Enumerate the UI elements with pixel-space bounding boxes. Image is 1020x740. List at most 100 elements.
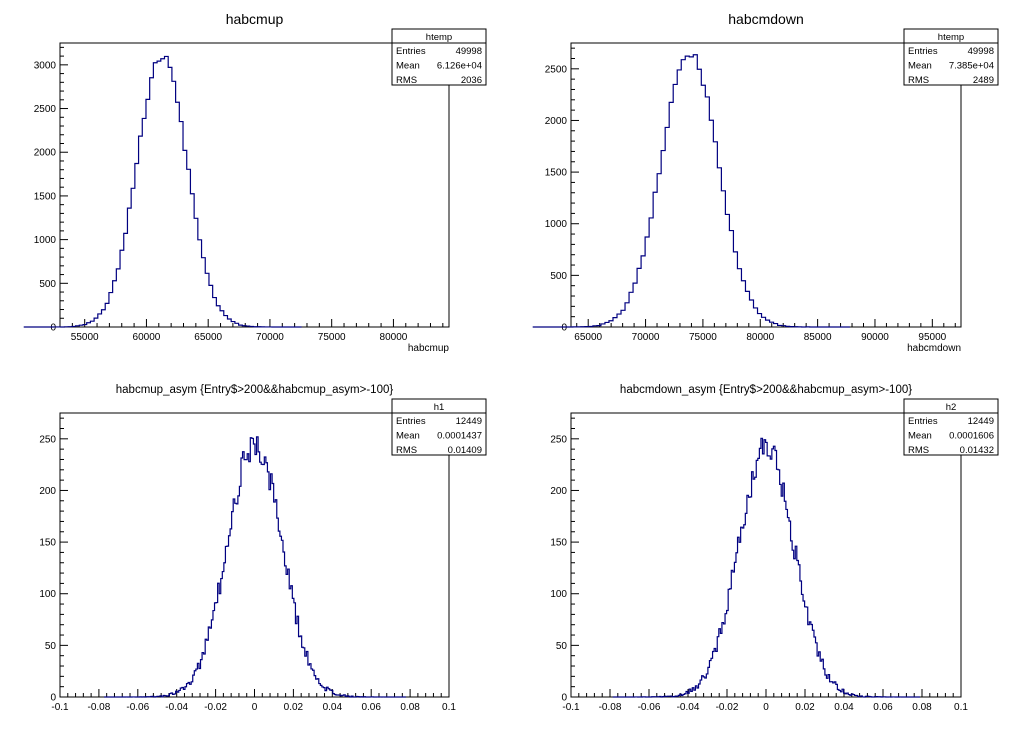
y-tick-label: 0	[50, 323, 56, 334]
x-tick-label: 80000	[746, 332, 774, 343]
stats-label: Mean	[908, 431, 932, 442]
y-tick-label: 500	[39, 279, 56, 290]
y-tick-label: 100	[550, 589, 567, 600]
stats-box-name: h2	[946, 402, 957, 413]
stats-value: 0.01409	[448, 445, 482, 456]
histogram-line	[532, 54, 850, 328]
stats-label: Mean	[908, 61, 932, 72]
x-tick-label: 0.06	[873, 702, 893, 713]
x-tick-label: -0.08	[88, 702, 111, 713]
y-tick-label: 3000	[34, 60, 57, 71]
y-tick-label: 1000	[34, 235, 57, 246]
stats-value: 2489	[973, 75, 994, 86]
histogram-pane-2: habcmdown 0 500 1000 1500 2000 2500 65000 70000 7…	[532, 11, 999, 354]
x-tick-label: -0.04	[165, 702, 188, 713]
y-tick-label: 500	[550, 271, 567, 282]
x-tick-label: 0.1	[954, 702, 968, 713]
y-tick-label: 2000	[34, 148, 57, 159]
stats-label: Entries	[396, 416, 426, 427]
x-axis-label: habcmdown	[907, 343, 961, 354]
x-tick-label: -0.02	[716, 702, 739, 713]
x-tick-label: 70000	[632, 332, 660, 343]
stats-label: Entries	[396, 46, 426, 57]
y-tick-label: 150	[550, 538, 567, 549]
y-tick-label: 0	[561, 693, 567, 704]
x-tick-label: 65000	[574, 332, 602, 343]
plot-frame	[59, 412, 450, 698]
x-tick-label: 0.06	[361, 702, 381, 713]
plot-title: habcmdown	[728, 11, 804, 27]
plot-frame	[570, 42, 962, 328]
histogram-line	[104, 436, 406, 698]
x-tick-label: 60000	[133, 332, 161, 343]
y-tick-label: 0	[561, 323, 567, 334]
plot-title: habcmup	[226, 11, 284, 27]
x-axis-label: habcmup	[408, 343, 450, 354]
stats-value: 2036	[461, 75, 482, 86]
y-tick-label: 1500	[34, 191, 57, 202]
stats-value: 12449	[456, 416, 482, 427]
stats-box-frame	[903, 28, 999, 86]
y-tick-label: 250	[550, 434, 567, 445]
plot-title: habcmdown_asym {Entry$>200&&habcmup_asym…	[620, 384, 912, 396]
plot-title: habcmup_asym {Entry$>200&&habcmup_asym>-…	[116, 384, 394, 396]
stats-value: 7.385e+04	[949, 61, 994, 72]
x-tick-label: -0.1	[51, 702, 69, 713]
stats-label: RMS	[396, 445, 417, 456]
x-tick-label: 70000	[256, 332, 284, 343]
y-tick-label: 50	[45, 641, 57, 652]
x-tick-label: 0.1	[442, 702, 456, 713]
y-tick-label: 250	[39, 434, 56, 445]
stats-label: Mean	[396, 61, 420, 72]
x-tick-label: -0.08	[599, 702, 622, 713]
x-tick-label: -0.04	[677, 702, 700, 713]
x-tick-label: 0.02	[795, 702, 815, 713]
plot-frame	[570, 412, 962, 698]
x-tick-label: -0.06	[638, 702, 661, 713]
stats-value: 0.0001606	[949, 431, 994, 442]
y-tick-label: 100	[39, 589, 56, 600]
x-tick-label: 55000	[71, 332, 99, 343]
stats-value: 49998	[968, 46, 994, 57]
x-tick-label: -0.06	[126, 702, 149, 713]
stats-label: RMS	[908, 75, 929, 86]
stats-label: RMS	[908, 445, 929, 456]
stats-label: RMS	[396, 75, 417, 86]
y-tick-label: 2000	[545, 116, 568, 127]
x-tick-label: 80000	[380, 332, 408, 343]
x-tick-label: -0.02	[204, 702, 227, 713]
y-tick-label: 0	[50, 693, 56, 704]
x-tick-label: 65000	[194, 332, 222, 343]
stats-value: 0.01432	[960, 445, 994, 456]
y-tick-label: 150	[39, 538, 56, 549]
x-tick-label: 0	[252, 702, 258, 713]
x-tick-label: -0.1	[562, 702, 580, 713]
y-tick-label: 2500	[545, 64, 568, 75]
stats-box-frame	[391, 28, 487, 86]
stats-label: Mean	[396, 431, 420, 442]
stats-box-name: htemp	[426, 32, 452, 43]
histogram-pane-1: habcmup 0 500 1000 1500 2000 2500 3000 55000 6000…	[23, 11, 487, 354]
histogram-pane-4: habcmdown_asym {Entry$>200&&habcmup_asym…	[550, 384, 999, 713]
x-tick-label: 85000	[804, 332, 832, 343]
histogram-line	[23, 55, 302, 328]
y-tick-label: 200	[550, 486, 567, 497]
histogram-pane-3: habcmup_asym {Entry$>200&&habcmup_asym>-…	[39, 384, 487, 713]
stats-value: 49998	[456, 46, 482, 57]
stats-box: h1 Entries 12449 Mean 0.0001437 RMS 0.01409	[391, 398, 487, 456]
plot-frame	[59, 42, 450, 328]
stats-value: 12449	[968, 416, 994, 427]
y-tick-label: 1500	[545, 168, 568, 179]
x-tick-label: 75000	[689, 332, 717, 343]
x-tick-label: 0	[763, 702, 769, 713]
x-tick-label: 90000	[861, 332, 889, 343]
stats-box-name: h1	[434, 402, 445, 413]
x-tick-label: 0.08	[400, 702, 420, 713]
y-tick-label: 2500	[34, 104, 57, 115]
x-tick-label: 95000	[918, 332, 946, 343]
x-tick-label: 0.04	[323, 702, 343, 713]
x-tick-label: 0.08	[912, 702, 932, 713]
y-tick-label: 1000	[545, 219, 568, 230]
